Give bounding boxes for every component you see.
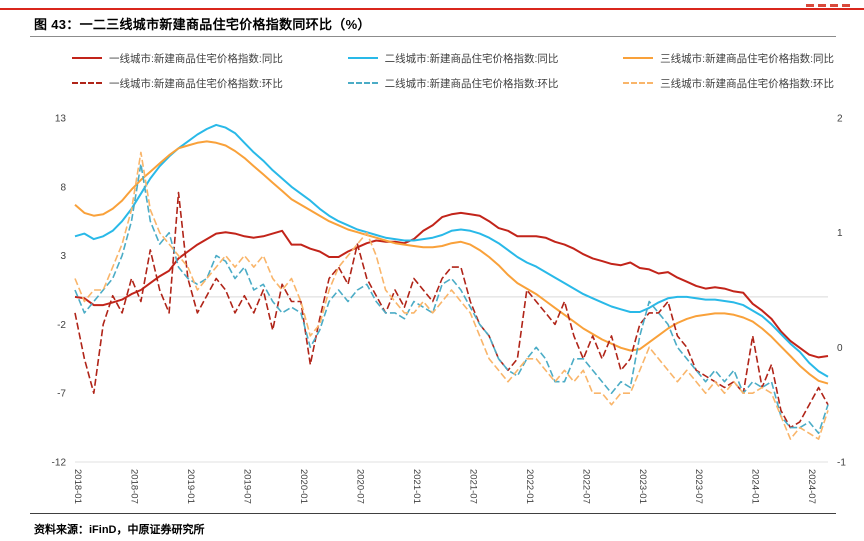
legend-item: 一线城市:新建商品住宅价格指数:同比 <box>72 51 283 66</box>
artifact-bar <box>818 4 826 7</box>
y-axis-left-tick-label: -7 <box>57 389 66 400</box>
x-axis-tick-label: 2022-01 <box>524 469 535 504</box>
x-axis-tick-label: 2023-01 <box>637 469 648 504</box>
x-axis-tick-label: 2021-07 <box>467 469 478 504</box>
legend-item: 一线城市:新建商品住宅价格指数:环比 <box>72 76 283 91</box>
series-line-2 <box>74 123 829 378</box>
legend-item: 三线城市:新建商品住宅价格指数:同比 <box>623 51 834 66</box>
x-axis-tick-label: 2020-01 <box>298 469 309 504</box>
legend-swatch-solid-line <box>72 57 102 59</box>
footer-divider <box>30 513 836 514</box>
legend-swatch-solid-line <box>623 57 654 59</box>
y-axis-left-tick-label: 3 <box>60 251 66 262</box>
x-axis-tick-label: 2024-01 <box>750 469 761 504</box>
legend-label: 一线城市:新建商品住宅价格指数:环比 <box>109 77 283 90</box>
legend-row-1: 一线城市:新建商品住宅价格指数:同比 二线城市:新建商品住宅价格指数:同比 三线城市… <box>72 51 834 65</box>
legend-row-2: 一线城市:新建商品住宅价格指数:环比 二线城市:新建商品住宅价格指数:环比 三线城市… <box>72 76 834 90</box>
artifact-bar <box>830 4 838 7</box>
legend-label: 一线城市:新建商品住宅价格指数:同比 <box>109 52 283 65</box>
y-axis-right-tick-label: 1 <box>837 228 843 239</box>
x-axis-tick-label: 2020-07 <box>354 469 365 504</box>
x-axis-tick-label: 2019-07 <box>241 469 252 504</box>
legend-item: 二线城市:新建商品住宅价格指数:同比 <box>347 51 559 66</box>
legend-swatch-dashed-line <box>72 82 102 84</box>
x-axis-tick-label: 2021-01 <box>411 469 422 504</box>
legend-swatch-solid-line <box>347 57 378 59</box>
artifact-bar <box>842 4 850 7</box>
legend-item: 二线城市:新建商品住宅价格指数:环比 <box>347 76 559 91</box>
clipped-header-artifact <box>806 0 850 7</box>
source-note: 资料来源：iFinD，中原证券研究所 <box>34 524 205 536</box>
y-axis-left-tick-label: -2 <box>57 320 66 331</box>
y-axis-left-tick-label: 8 <box>60 182 66 193</box>
y-axis-right-tick-label: -1 <box>837 458 846 469</box>
legend-item: 三线城市:新建商品住宅价格指数:环比 <box>623 76 834 91</box>
y-axis-right-tick-label: 2 <box>837 114 843 125</box>
top-accent-rule <box>0 8 864 10</box>
y-axis-right-tick-label: 0 <box>837 343 843 354</box>
legend-swatch-dashed-line <box>623 82 654 84</box>
x-axis-tick-label: 2022-07 <box>580 469 591 504</box>
series-line-4 <box>74 191 829 429</box>
chart-title: 图 43：一二三线城市新建商品住宅价格指数同环比（%） <box>34 17 371 32</box>
title-divider <box>30 36 836 37</box>
legend-label: 二线城市:新建商品住宅价格指数:环比 <box>384 77 559 90</box>
y-axis-left-tick-label: 13 <box>55 114 67 125</box>
y-axis-left-tick-label: -12 <box>52 458 67 469</box>
x-axis-tick-label: 2018-01 <box>72 469 83 504</box>
legend-swatch-dashed-line <box>347 82 378 84</box>
artifact-bar <box>806 4 814 7</box>
legend-label: 三线城市:新建商品住宅价格指数:同比 <box>660 52 834 65</box>
legend-label: 三线城市:新建商品住宅价格指数:环比 <box>660 77 834 90</box>
x-axis-tick-label: 2023-07 <box>693 469 704 504</box>
series-line-5 <box>74 163 829 435</box>
series-line-3 <box>74 140 829 385</box>
x-axis-tick-label: 2019-01 <box>185 469 196 504</box>
x-axis-tick-label: 2018-07 <box>129 469 140 504</box>
chart-legend: 一线城市:新建商品住宅价格指数:同比 二线城市:新建商品住宅价格指数:同比 三线城市… <box>72 51 834 101</box>
x-axis-tick-label: 2024-07 <box>806 469 817 504</box>
series-line-1 <box>74 211 829 359</box>
legend-label: 二线城市:新建商品住宅价格指数:同比 <box>384 52 559 65</box>
series-line-6 <box>74 151 829 440</box>
